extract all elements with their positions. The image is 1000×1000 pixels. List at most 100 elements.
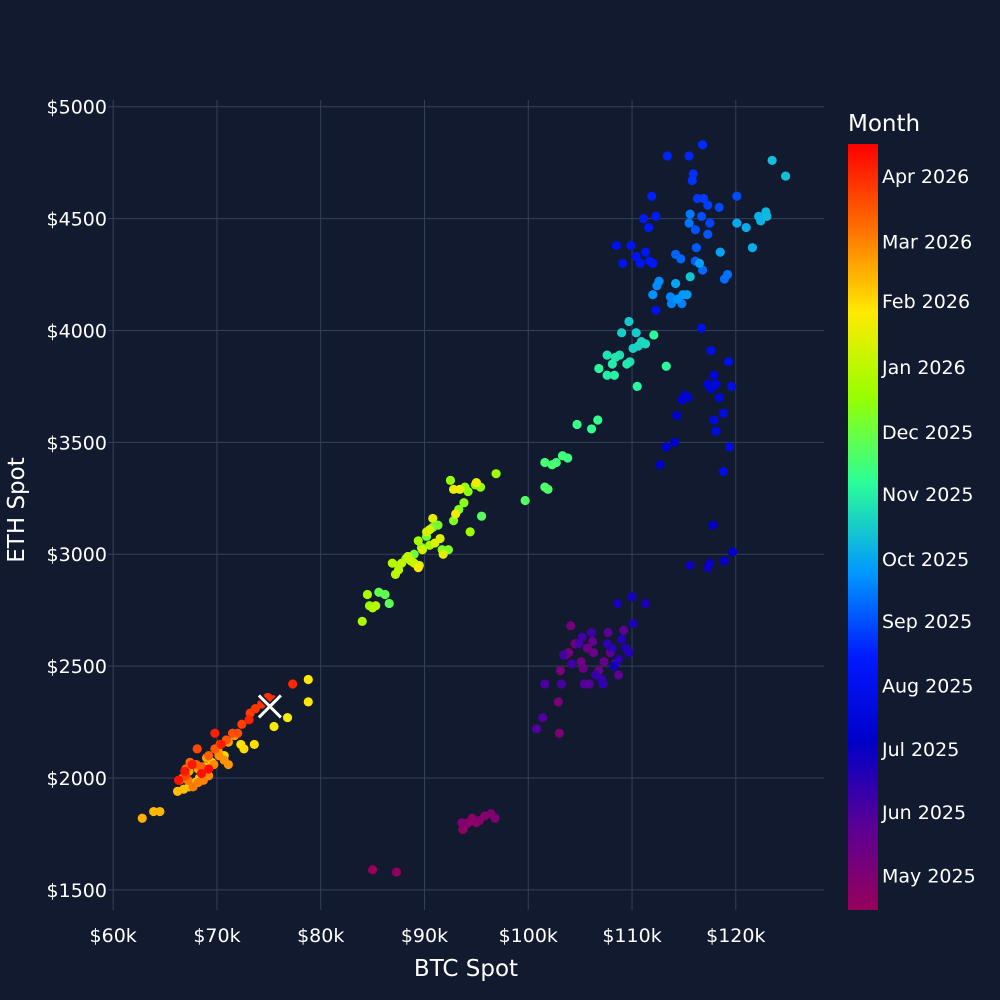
- data-point: [631, 252, 641, 262]
- data-point: [384, 598, 394, 609]
- colorbar-tick-label: Sep 2025: [882, 611, 972, 633]
- data-point: [196, 762, 206, 772]
- data-point: [603, 627, 613, 638]
- data-point: [397, 558, 407, 568]
- data-point: [476, 511, 487, 521]
- data-point: [648, 290, 658, 300]
- data-point: [628, 618, 638, 629]
- data-point: [547, 460, 557, 470]
- data-point: [647, 191, 657, 201]
- data-point: [632, 381, 642, 392]
- data-point: [371, 601, 381, 611]
- data-point: [709, 415, 719, 425]
- data-point: [543, 484, 553, 494]
- data-point: [732, 191, 742, 201]
- data-point: [531, 724, 542, 734]
- data-point: [617, 634, 627, 644]
- colorbar-title: Month: [848, 111, 920, 137]
- data-point: [714, 202, 724, 213]
- data-point: [672, 410, 682, 421]
- data-point: [638, 213, 649, 224]
- data-point: [718, 466, 728, 477]
- data-point: [303, 697, 313, 707]
- colorbar-ticks: May 2025 Jun 2025 Jul 2025 Aug 2025 Sep 2025…: [881, 166, 976, 887]
- data-point: [612, 598, 623, 609]
- data-point: [204, 764, 214, 774]
- x-tick-label: $80k: [297, 925, 344, 947]
- data-point: [586, 627, 597, 638]
- data-point: [617, 328, 627, 338]
- data-point: [413, 563, 423, 573]
- data-point: [520, 495, 530, 506]
- y-tick-label: $4500: [47, 209, 107, 231]
- colorbar: Month May 2025 Jun 2025 Jul 2025 Aug 2025 Se…: [848, 111, 976, 910]
- data-point: [727, 381, 737, 392]
- data-point: [649, 330, 659, 340]
- data-point: [655, 460, 665, 470]
- colorbar-tick-label: Jan 2026: [881, 357, 966, 379]
- data-point: [699, 193, 709, 204]
- data-point: [572, 419, 582, 430]
- data-point: [457, 818, 467, 828]
- data-point: [413, 536, 423, 546]
- colorbar-tick-label: Apr 2026: [882, 166, 969, 188]
- data-point: [137, 813, 147, 823]
- x-tick-label: $70k: [193, 925, 240, 947]
- data-point: [711, 426, 721, 436]
- x-tick-label: $90k: [401, 925, 448, 947]
- data-point: [214, 751, 224, 761]
- data-point: [555, 665, 566, 676]
- data-point: [428, 513, 438, 524]
- data-point: [687, 175, 697, 186]
- data-point: [589, 648, 599, 658]
- y-tick-label: $3000: [47, 544, 107, 566]
- data-point: [586, 424, 597, 434]
- data-point: [683, 392, 693, 403]
- data-point: [269, 721, 279, 732]
- data-point: [609, 370, 619, 380]
- x-axis-title: BTC Spot: [414, 956, 518, 982]
- data-point: [706, 346, 716, 356]
- data-point: [303, 674, 313, 685]
- data-point: [172, 786, 183, 797]
- data-point: [237, 719, 247, 729]
- y-tick-label: $5000: [47, 97, 107, 119]
- data-point: [491, 469, 501, 479]
- x-axis-ticks: $60k $70k $80k $90k $100k $110k $120k: [90, 925, 766, 947]
- data-point: [723, 357, 734, 367]
- data-point: [451, 509, 461, 519]
- data-point: [554, 728, 564, 738]
- data-point: [767, 155, 777, 166]
- data-point: [557, 451, 568, 461]
- data-point: [233, 728, 243, 738]
- data-point: [661, 442, 671, 452]
- data-point: [711, 379, 721, 389]
- data-point: [180, 766, 190, 776]
- x-tick-label: $60k: [90, 925, 137, 947]
- data-point: [722, 269, 733, 280]
- data-point: [433, 520, 443, 530]
- data-point: [781, 171, 791, 181]
- data-point: [705, 558, 715, 568]
- data-point: [762, 211, 772, 221]
- data-point: [417, 545, 428, 555]
- data-point: [631, 328, 641, 338]
- data-points: [137, 140, 791, 877]
- y-tick-label: $1500: [47, 880, 107, 902]
- data-point: [676, 254, 686, 264]
- y-axis-title: ETH Spot: [4, 457, 30, 562]
- data-point: [374, 587, 384, 597]
- data-point: [558, 650, 569, 660]
- data-point: [599, 657, 609, 667]
- data-point: [490, 813, 500, 823]
- data-point: [661, 361, 671, 371]
- data-point: [715, 247, 725, 257]
- data-point: [566, 621, 576, 631]
- data-point: [459, 498, 469, 508]
- x-tick-label: $100k: [499, 925, 558, 947]
- colorbar-tick-label: Jul 2025: [881, 739, 959, 761]
- data-point: [471, 478, 481, 488]
- x-tick-label: $120k: [706, 925, 765, 947]
- data-point: [685, 272, 695, 282]
